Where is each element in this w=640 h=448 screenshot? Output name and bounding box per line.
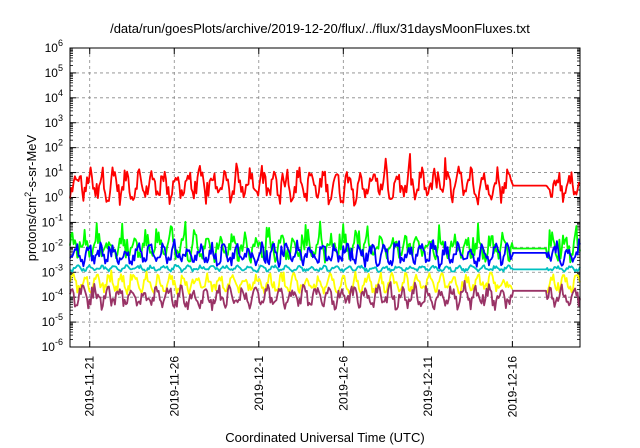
y-tick-base: 10 [45, 91, 59, 105]
series-line-3 [70, 263, 581, 273]
y-tick-label: 10-4 [42, 287, 63, 304]
y-tick-base: 10 [42, 340, 56, 354]
plot-frame [69, 47, 581, 348]
y-tick-label: 10-6 [42, 337, 63, 354]
y-tick-base: 10 [45, 166, 59, 180]
y-tick-exp: -3 [55, 262, 63, 272]
y-tick-label: 104 [45, 88, 63, 105]
y-tick-base: 10 [42, 265, 56, 279]
x-tick-label: 2019-11-26 [167, 356, 181, 417]
y-tick-exp: -2 [55, 237, 63, 247]
y-tick-base: 10 [45, 66, 59, 80]
plot-area: 10610510410310210110010-110-210-310-410-… [42, 38, 581, 418]
y-tick-exp: 4 [58, 88, 63, 98]
x-tick-label: 2019-12-11 [421, 356, 435, 417]
y-tick-exp: 2 [58, 138, 63, 148]
y-tick-base: 10 [42, 290, 56, 304]
y-tick-label: 105 [45, 63, 63, 80]
y-tick-exp: 0 [58, 188, 63, 198]
y-tick-label: 10-3 [42, 262, 63, 279]
series-line-0 [69, 153, 581, 207]
y-tick-label: 101 [45, 163, 63, 180]
x-tick-label: 2019-12-6 [336, 356, 350, 411]
y-tick-base: 10 [45, 191, 59, 205]
y-axis-label-exp: 2 [23, 192, 33, 197]
x-axis-label: Coordinated Universal Time (UTC) [225, 430, 424, 445]
y-tick-label: 102 [45, 138, 63, 155]
y-tick-base: 10 [45, 116, 59, 130]
y-tick-label: 10-1 [42, 212, 63, 229]
y-tick-label: 103 [45, 113, 63, 130]
y-tick-label: 10-5 [42, 312, 63, 329]
series-line-4 [69, 269, 581, 295]
y-axis-label-base: protons/cm [24, 197, 39, 261]
y-axis-label: protons/cm2-s-sr-MeV [23, 134, 39, 261]
y-tick-exp: -4 [55, 287, 63, 297]
y-tick-exp: 1 [58, 163, 63, 173]
y-tick-base: 10 [42, 315, 56, 329]
x-tick-label: 2019-12-1 [252, 356, 266, 411]
x-tick-label: 2019-11-21 [83, 356, 97, 417]
y-tick-base: 10 [42, 215, 56, 229]
series-line-5 [69, 280, 581, 312]
y-tick-label: 106 [45, 38, 63, 55]
y-tick-exp: 6 [58, 38, 63, 48]
series-line-2 [69, 238, 581, 270]
y-tick-base: 10 [45, 141, 59, 155]
x-tick-label: 2019-12-16 [505, 356, 519, 418]
y-tick-exp: -6 [55, 337, 63, 347]
y-tick-base: 10 [42, 240, 56, 254]
y-tick-label: 100 [45, 188, 63, 205]
y-tick-exp: 3 [58, 113, 63, 123]
y-tick-base: 10 [45, 41, 59, 55]
chart-title: /data/run/goesPlots/archive/2019-12-20/f… [110, 21, 530, 36]
y-tick-exp: 5 [58, 63, 63, 73]
y-axis-label-rest: -s-sr-MeV [24, 134, 39, 191]
y-tick-exp: -5 [55, 312, 63, 322]
y-tick-exp: -1 [55, 212, 63, 222]
y-tick-label: 10-2 [42, 237, 63, 254]
